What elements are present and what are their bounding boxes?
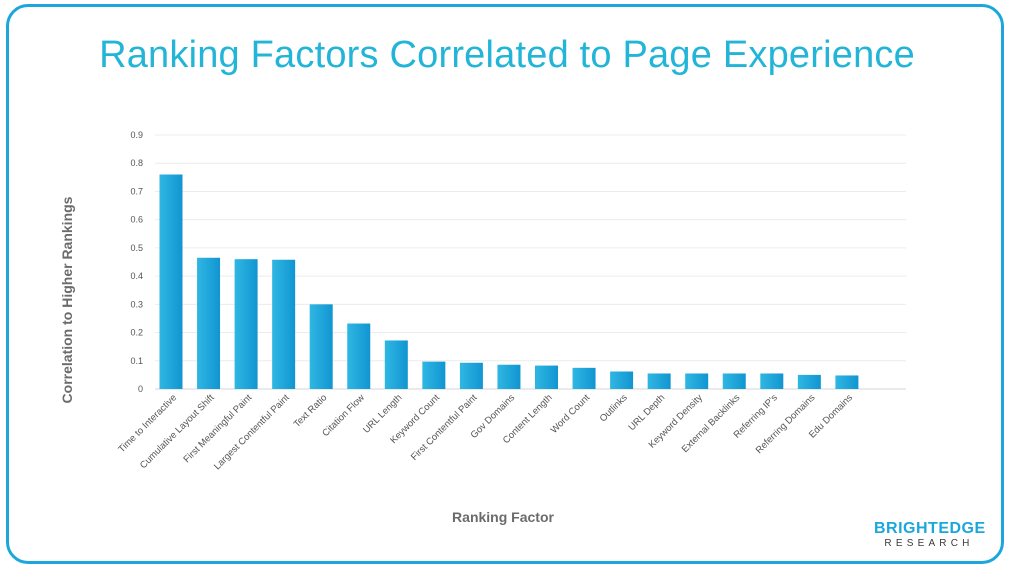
- y-tick-label: 0.4: [130, 271, 143, 281]
- x-tick-label: Largest Contentful Paint: [212, 392, 292, 472]
- x-tick-label: First Meaningful Paint: [181, 392, 254, 465]
- bar: [159, 174, 183, 389]
- bar: [384, 340, 408, 389]
- y-axis-title: Correlation to Higher Rankings: [59, 196, 75, 403]
- bars: [159, 174, 859, 389]
- x-tick-label: Cumulative Layout Shift: [138, 392, 217, 471]
- bar: [722, 373, 746, 389]
- bar: [647, 373, 671, 389]
- y-tick-label: 0.9: [130, 130, 143, 140]
- brightedge-logo: BRIGHTEDGE RESEARCH: [874, 520, 986, 550]
- bar: [234, 259, 258, 389]
- bar: [760, 373, 784, 389]
- y-tick-label: 0.6: [130, 215, 143, 225]
- bar: [535, 365, 558, 389]
- y-tick-label: 0.5: [130, 243, 143, 253]
- bar: [610, 371, 634, 389]
- y-tick-label: 0.7: [130, 186, 143, 196]
- x-tick-label: Word Count: [549, 392, 593, 436]
- bar: [835, 375, 859, 389]
- x-tick-label: Text Ratio: [292, 392, 330, 430]
- bar: [422, 361, 446, 389]
- y-tick-label: 0: [138, 384, 143, 394]
- y-tick-label: 0.3: [130, 299, 143, 309]
- gridlines: [155, 134, 906, 390]
- x-tick-label: First Contentful Paint: [409, 392, 480, 463]
- bar: [797, 374, 821, 389]
- page-title: Ranking Factors Correlated to Page Exper…: [99, 34, 915, 76]
- bar: [497, 364, 521, 389]
- bar: [685, 373, 709, 389]
- bar: [197, 257, 221, 389]
- logo-wordmark: BRIGHTEDGE: [874, 520, 986, 537]
- x-tick-label: Outlinks: [598, 392, 630, 424]
- bar: [347, 323, 371, 389]
- bar: [459, 362, 483, 389]
- bar: [272, 259, 296, 389]
- y-tick-label: 0.2: [130, 328, 143, 338]
- y-axis-ticks: 0 0.1 0.2 0.3 0.4 0.5 0.6 0.7 0.8 0.9: [130, 130, 143, 394]
- y-tick-label: 0.1: [130, 356, 143, 366]
- bar: [572, 367, 596, 389]
- bar: [309, 304, 333, 389]
- x-axis-title: Ranking Factor: [452, 509, 554, 525]
- logo-subtitle: RESEARCH: [884, 538, 974, 549]
- y-tick-label: 0.8: [130, 158, 143, 168]
